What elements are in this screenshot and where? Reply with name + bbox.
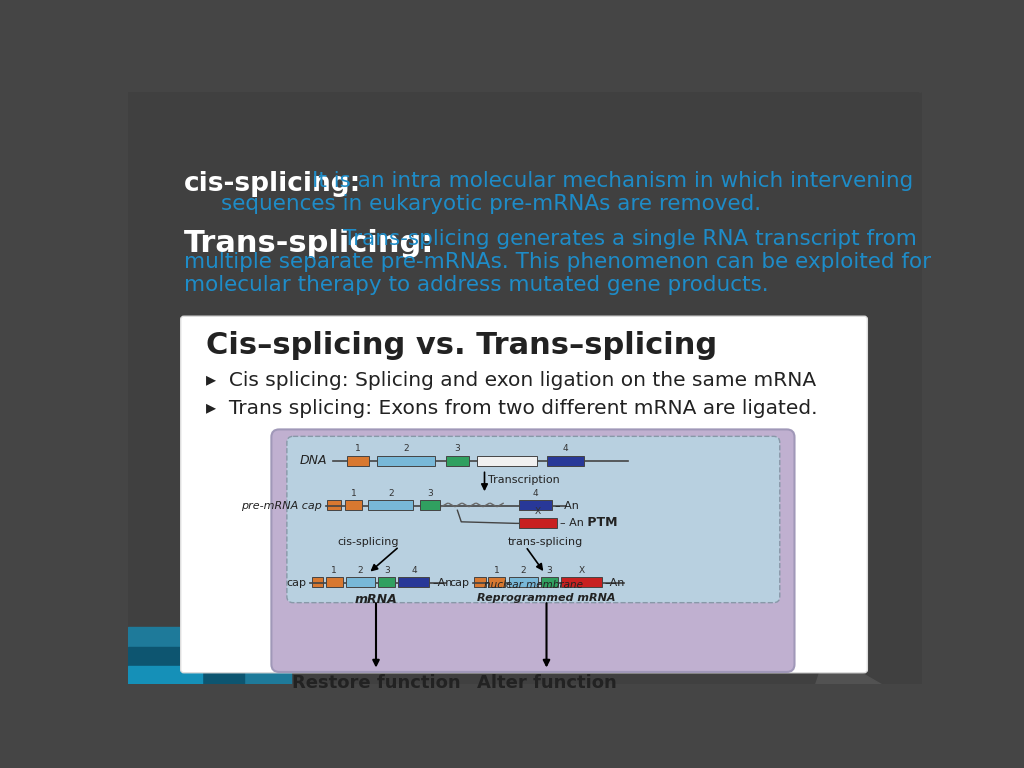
Bar — [519, 500, 552, 510]
Text: cap: cap — [449, 578, 469, 588]
Text: 2: 2 — [520, 566, 526, 575]
Text: sequences in eukaryotic pre-mRNAs are removed.: sequences in eukaryotic pre-mRNAs are re… — [221, 194, 761, 214]
Text: 4: 4 — [412, 566, 417, 575]
Bar — [477, 455, 538, 465]
Text: cis-splicing:: cis-splicing: — [183, 171, 361, 197]
Text: –An: –An — [604, 578, 625, 588]
Text: PTM: PTM — [583, 516, 617, 529]
Text: 1: 1 — [332, 566, 337, 575]
Text: multiple separate pre-mRNAs. This phenomenon can be exploited for: multiple separate pre-mRNAs. This phenom… — [183, 253, 931, 273]
Bar — [326, 578, 343, 588]
Bar — [398, 578, 429, 588]
Text: –An: –An — [432, 578, 453, 588]
Bar — [377, 455, 435, 465]
Text: pre-mRNA cap: pre-mRNA cap — [241, 501, 322, 511]
Text: trans-splicing: trans-splicing — [507, 538, 583, 548]
Wedge shape — [810, 654, 949, 768]
Text: Restore function: Restore function — [292, 674, 461, 692]
FancyBboxPatch shape — [287, 436, 779, 603]
Text: X: X — [535, 507, 541, 515]
Bar — [561, 578, 601, 588]
Wedge shape — [667, 0, 1024, 92]
Polygon shape — [128, 666, 202, 684]
Bar — [328, 500, 341, 510]
Text: 4: 4 — [532, 489, 539, 498]
Text: 2: 2 — [403, 445, 409, 453]
Text: 3: 3 — [384, 566, 390, 575]
Text: 3: 3 — [455, 445, 460, 453]
Text: cap: cap — [287, 578, 306, 588]
Text: ▸  Cis splicing: Splicing and exon ligation on the same mRNA: ▸ Cis splicing: Splicing and exon ligati… — [206, 371, 816, 390]
Text: ▸  Trans splicing: Exons from two different mRNA are ligated.: ▸ Trans splicing: Exons from two differe… — [206, 399, 817, 418]
Text: 1: 1 — [355, 445, 361, 453]
Text: 2: 2 — [388, 489, 393, 498]
Polygon shape — [128, 647, 245, 684]
Text: X: X — [579, 566, 585, 575]
Text: cis-splicing: cis-splicing — [338, 538, 399, 548]
Bar — [541, 578, 558, 588]
Text: 1: 1 — [350, 489, 356, 498]
Text: Cis–splicing vs. Trans–splicing: Cis–splicing vs. Trans–splicing — [206, 331, 717, 360]
Text: nuclear membrane: nuclear membrane — [483, 581, 583, 591]
Text: It is an intra molecular mechanism in which intervening: It is an intra molecular mechanism in wh… — [312, 171, 913, 191]
Text: Trans-splicing:: Trans-splicing: — [183, 229, 434, 258]
Text: 4: 4 — [562, 445, 568, 453]
Bar — [488, 578, 506, 588]
Text: molecular therapy to address mutated gene products.: molecular therapy to address mutated gen… — [183, 275, 768, 295]
Bar — [474, 578, 486, 588]
Text: 1: 1 — [494, 566, 500, 575]
Text: Alter function: Alter function — [476, 674, 616, 692]
Text: – An: – An — [560, 518, 584, 528]
Text: 2: 2 — [357, 566, 364, 575]
FancyBboxPatch shape — [271, 429, 795, 672]
Bar — [420, 500, 440, 510]
Bar — [378, 578, 395, 588]
FancyBboxPatch shape — [180, 316, 867, 673]
Bar — [519, 518, 557, 528]
Bar — [346, 578, 375, 588]
Text: Transcription: Transcription — [488, 475, 560, 485]
Text: DNA: DNA — [300, 455, 328, 468]
Text: Reprogrammed mRNA: Reprogrammed mRNA — [477, 593, 615, 603]
Bar — [547, 455, 584, 465]
Text: 3: 3 — [547, 566, 553, 575]
Bar — [445, 455, 469, 465]
Bar — [345, 500, 362, 510]
Bar — [311, 578, 324, 588]
Text: Trans-splicing generates a single RNA transcript from: Trans-splicing generates a single RNA tr… — [343, 229, 918, 250]
Polygon shape — [128, 627, 291, 684]
Bar — [347, 455, 369, 465]
Wedge shape — [623, 0, 1024, 92]
Bar — [369, 500, 414, 510]
Text: – An: – An — [555, 501, 579, 511]
Bar — [509, 578, 538, 588]
Text: 3: 3 — [427, 489, 433, 498]
Text: mRNA: mRNA — [354, 593, 397, 606]
